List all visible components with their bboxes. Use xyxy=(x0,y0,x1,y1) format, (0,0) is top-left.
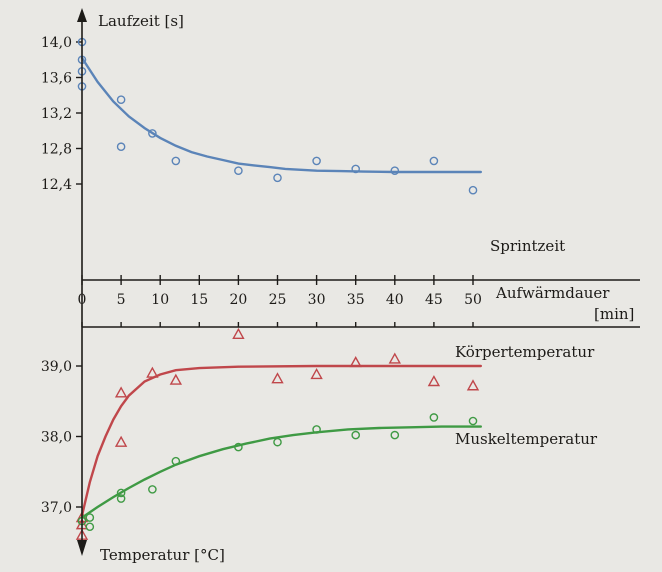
data-point xyxy=(427,375,441,387)
data-point xyxy=(390,430,400,440)
x-tick-label: 20 xyxy=(229,292,247,308)
data-point xyxy=(116,494,126,503)
data-point xyxy=(234,442,243,452)
y-axis-arrow-up xyxy=(77,8,87,22)
data-point xyxy=(429,156,439,166)
data-point xyxy=(310,368,323,380)
x-tick-labels: 05101520253035404550 xyxy=(78,275,482,327)
y-axis-arrow-down xyxy=(77,540,87,556)
data-point xyxy=(169,373,183,385)
bottom-y-tick-labels: 39,0 38,0 37,0 xyxy=(41,359,82,516)
x-tick-label: 40 xyxy=(386,292,404,308)
x-tick-label: 50 xyxy=(464,292,482,308)
x-tick-label: 45 xyxy=(425,292,443,308)
data-point xyxy=(234,166,243,175)
bottom-y-axis-label: Temperatur [°C] xyxy=(100,546,225,564)
data-point xyxy=(349,356,362,368)
data-point xyxy=(429,413,439,422)
data-point xyxy=(114,386,128,398)
data-point xyxy=(114,435,128,447)
y-tick-label: 38,0 xyxy=(41,430,72,446)
x-axis-label: Aufwärmdauer xyxy=(495,284,610,302)
data-point xyxy=(116,95,126,104)
series-label-muskeltemperatur: Muskeltemperatur xyxy=(455,430,598,448)
x-tick-label: 25 xyxy=(269,292,287,308)
y-tick-label: 13,6 xyxy=(41,71,72,87)
data-point xyxy=(171,456,181,466)
y-tick-label: 12,4 xyxy=(41,177,72,193)
data-point xyxy=(273,437,282,447)
y-tick-label: 13,2 xyxy=(41,106,72,122)
x-tick-label: 30 xyxy=(308,292,326,308)
data-point xyxy=(468,185,478,195)
data-point xyxy=(312,156,321,166)
data-point xyxy=(312,425,321,434)
data-point xyxy=(271,372,284,384)
data-point xyxy=(116,142,126,152)
data-point xyxy=(85,522,95,532)
sprint-time-series xyxy=(77,37,482,195)
data-point xyxy=(273,173,282,183)
data-point xyxy=(148,485,157,494)
fit-curve xyxy=(80,425,482,519)
fit-curve xyxy=(80,56,482,174)
data-point xyxy=(146,366,159,378)
fit-curve xyxy=(80,364,482,517)
x-tick-label: 15 xyxy=(190,292,208,308)
data-point xyxy=(116,488,126,498)
top-y-axis-label: Laufzeit [s] xyxy=(98,12,184,30)
x-tick-label: 35 xyxy=(347,292,365,308)
x-tick-label: 10 xyxy=(151,292,169,308)
temperature-series xyxy=(75,327,482,540)
data-point xyxy=(390,166,400,175)
sprint-time-panel: Laufzeit [s] 14,013,613,212,812,4 051015… xyxy=(41,12,634,327)
data-point xyxy=(351,164,361,174)
top-y-tick-labels: 14,0 13,6 13,2 12,8 12,4 xyxy=(41,35,82,193)
y-tick-label: 12,8 xyxy=(41,142,72,158)
data-point xyxy=(351,430,361,440)
y-tick-label: 37,0 xyxy=(41,500,72,516)
data-point xyxy=(85,513,95,522)
data-point xyxy=(171,156,181,166)
y-tick-label: 39,0 xyxy=(41,359,72,375)
axes xyxy=(77,8,640,556)
series-label-sprintzeit: Sprintzeit xyxy=(490,237,565,255)
temperature-panel: 39,0 38,0 37,0 Körpertemperatur Muskeltemp… xyxy=(41,327,598,564)
x-axis-label-unit: [min] xyxy=(594,305,634,323)
data-point xyxy=(388,352,401,364)
y-tick-label: 14,0 xyxy=(41,35,72,51)
data-point xyxy=(232,327,245,339)
data-point xyxy=(466,379,480,391)
data-point xyxy=(148,129,157,138)
series-label-koerpertemperatur: Körpertemperatur xyxy=(455,343,595,361)
data-point xyxy=(468,416,478,426)
x-tick-label: 5 xyxy=(117,292,126,308)
